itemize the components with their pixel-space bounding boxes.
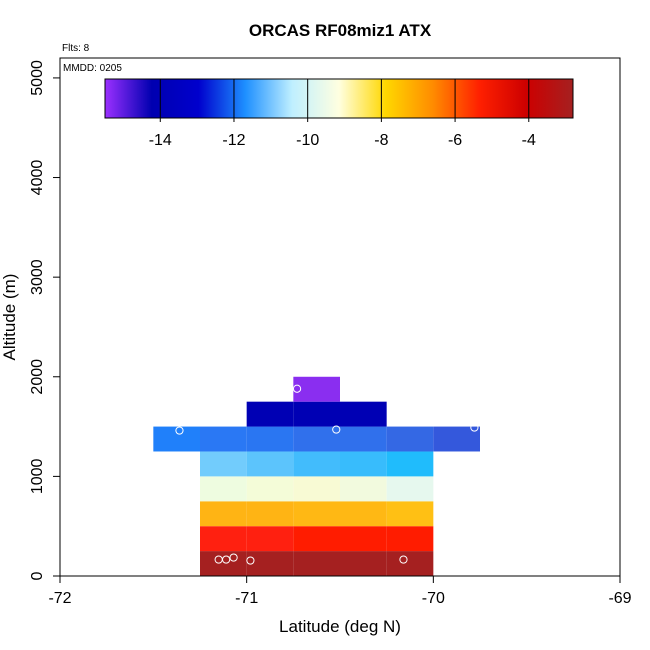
heatmap-cell [200,501,247,527]
colorbar-tick-label: -14 [149,132,172,149]
heatmap-cell [386,501,434,527]
y-axis-label: Altitude (m) [0,274,19,361]
heatmap-cell [386,551,434,576]
heatmap-cell [293,501,340,527]
heatmap-cell [386,476,434,502]
observation-points [175,384,479,565]
heatmap-cell [246,526,294,552]
heatmap-cell [246,426,294,452]
heatmap-cell [293,551,340,576]
observation-point [175,426,184,435]
heatmap-cell [340,476,387,502]
heatmap-cell [200,451,247,477]
heatmap-cell [246,476,294,502]
y-tick-label: 4000 [29,160,46,196]
colorbar-gradient [104,78,574,119]
heatmap-cell [386,451,434,477]
plot-frame [59,57,621,577]
heatmap-cell [340,501,387,527]
observation-point [399,555,408,564]
heatmap-cell [293,476,340,502]
y-tick-label: 3000 [29,259,46,295]
observation-point [222,555,231,564]
heatmap-cell [340,401,387,427]
heatmap-cell [340,526,387,552]
y-tick-label: 5000 [29,60,46,96]
heatmap-cell [293,451,340,477]
date-note: MMDD: 0205 [63,63,122,74]
colorbar-tick-label: -6 [448,132,462,149]
observation-point [292,384,302,393]
observation-point [470,423,479,432]
y-axis: 0 1000 2000 3000 4000 5000 [29,60,60,580]
x-axis-label: Latitude (deg N) [279,617,401,636]
y-tick-label: 2000 [29,359,46,395]
heatmap-cell [153,426,200,452]
heatmap-cell [386,426,434,452]
y-tick-label: 1000 [29,458,46,494]
heatmap-cell [246,451,294,477]
x-tick-label: -70 [422,590,445,607]
heatmap-cell [246,401,294,427]
heatmap-cell [293,526,340,552]
x-tick-label: -69 [608,590,631,607]
colorbar-tick-label: -10 [296,132,319,149]
heatmap-cell [386,526,434,552]
colorbar: -14 -12 -10 -8 -6 -4 [104,78,574,149]
heatmap-cell [340,426,387,452]
colorbar-ticks: -14 -12 -10 -8 -6 -4 [149,79,536,149]
colorbar-tick-label: -4 [522,132,536,149]
observation-point [229,553,238,562]
heatmap-cell [340,551,387,576]
heatmap-cell [340,451,387,477]
heatmap-cell [433,426,480,452]
x-tick-label: -72 [48,590,71,607]
heatmap-cell [293,401,340,427]
heatmap-cell [200,426,247,452]
heatmap-cell [246,551,294,576]
heatmap-cell [200,526,247,552]
heatmap-cells [153,376,480,576]
observation-point [332,425,341,434]
flights-note: Flts: 8 [62,43,90,54]
colorbar-tick-label: -12 [222,132,245,149]
x-axis: -72 -71 -70 -69 [48,576,632,607]
x-tick-label: -71 [235,590,258,607]
y-tick-label: 0 [29,571,46,580]
observation-point [246,556,255,565]
heatmap-cell [246,501,294,527]
colorbar-tick-label: -8 [374,132,388,149]
chart-title: ORCAS RF08miz1 ATX [249,21,432,40]
heatmap-cell [200,551,247,576]
heatmap-cell [200,476,247,502]
heatmap-cell [293,426,340,452]
